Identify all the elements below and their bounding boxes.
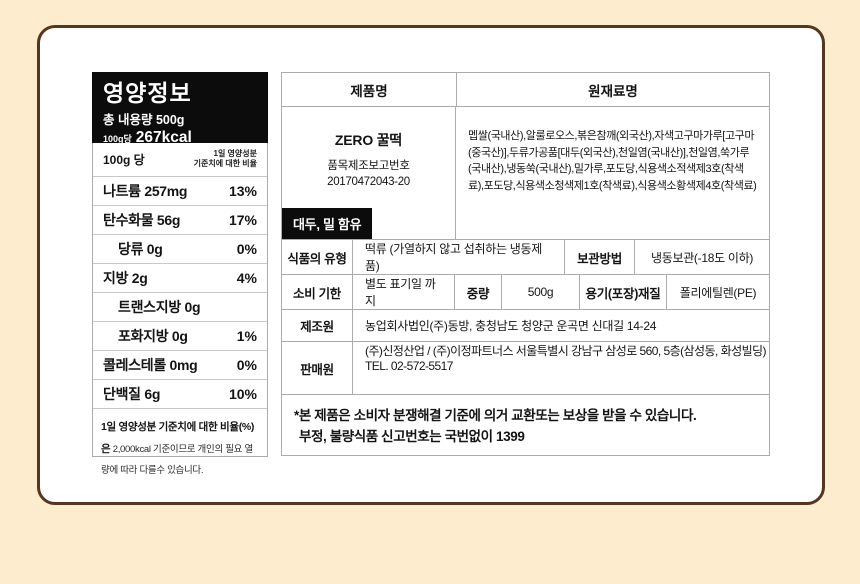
ingredients-cell: 멥쌀(국내산),알룰로오스,볶은참깨(외국산),자색고구마가루[고구마(중국산)…: [456, 107, 769, 239]
notice-line2: 부정, 불량식품 신고번호는 국번없이 1399: [299, 428, 525, 444]
product-name-cell: ZERO 꿀떡 품목제조보고번호 20170472043-20: [282, 107, 456, 239]
consumer-notice: *본 제품은 소비자 분쟁해결 기준에 의거 교환또는 보상을 받을 수 있습니…: [282, 394, 769, 455]
nutrition-per-unit: 100g당: [103, 134, 132, 145]
nutrient-name: 트랜스지방 0g: [118, 299, 201, 315]
nutrient-name: 당류 0g: [118, 241, 163, 257]
allergen-badge: 대두, 밀 함유: [282, 208, 373, 239]
nutrient-row-protein: 단백질 6g 10%: [93, 379, 267, 408]
nutrient-name: 콜레스테롤 0mg: [103, 357, 198, 373]
nutrient-percent: 0%: [236, 357, 257, 373]
seller-row: 판매원 (주)신정산업 / (주)이정파트너스 서울특별시 강남구 삼성로 56…: [282, 341, 769, 394]
package-label: 용기(포장)재질: [579, 275, 666, 309]
nutrient-row-cholesterol: 콜레스테롤 0mg 0%: [93, 350, 267, 379]
nutrient-percent: 17%: [228, 212, 257, 228]
nutrition-title: 영양정보: [103, 80, 192, 106]
seller-phone: TEL. 02-572-5517: [365, 359, 453, 373]
nutrient-name: 지방 2g: [103, 270, 148, 286]
daily-value-note: 1일 영양성분 기준치에 대한 비율: [194, 149, 257, 170]
label-card: 영양정보 총 내용량 500g 100g당 267kcal 100g 당 1일 …: [37, 25, 825, 505]
product-table-header: 제품명 원재료명: [282, 73, 769, 106]
nutrient-name: 포화지방 0g: [118, 328, 188, 344]
footnote-rest: 2,000kcal 기준이므로 개인의 필요 열량에 따라 다를수 있습니다.: [101, 443, 253, 477]
notice-line1: *본 제품은 소비자 분쟁해결 기준에 의거 교환또는 보상을 받을 수 있습니…: [294, 408, 697, 423]
nutrition-panel: 영양정보 총 내용량 500g 100g당 267kcal 100g 당 1일 …: [92, 72, 268, 476]
weight-value: 500g: [501, 275, 579, 309]
manufacturer-label: 제조원: [300, 320, 334, 334]
nutrient-row-fat: 지방 2g 4%: [93, 263, 267, 292]
product-main-row: ZERO 꿀떡 품목제조보고번호 20170472043-20 멥쌀(국내산),…: [282, 106, 769, 239]
nutrient-name: 나트륨 257mg: [103, 183, 188, 199]
nutrient-percent: 0%: [236, 241, 257, 257]
ingredients-header: 원재료명: [456, 73, 769, 106]
expiry-weight-row: 소비 기한 별도 표기일 까지 중량 500g 용기(포장)재질 폴리에틸렌(P…: [282, 274, 769, 309]
expiry-value: 별도 표기일 까지: [352, 275, 454, 309]
manufacturer-value: 농업회사법인(주)동방, 충청남도 청양군 운곡면 신대길 14-24: [352, 310, 769, 341]
ingredients-text: 멥쌀(국내산),알룰로오스,볶은참깨(외국산),자색고구마가루[고구마(중국산)…: [468, 130, 757, 192]
product-name: ZERO 꿀떡: [334, 131, 403, 148]
nutrient-row-sugars: 당류 0g 0%: [93, 234, 267, 263]
serving-size-label: 100g 당: [103, 152, 145, 167]
nutrition-serving-row: 100g 당 1일 영양성분 기준치에 대한 비율: [93, 142, 267, 176]
nutrition-header: 영양정보 총 내용량 500g 100g당 267kcal: [92, 72, 268, 146]
food-type-label: 식품의 유형: [287, 251, 347, 266]
weight-label: 중량: [454, 275, 501, 309]
seller-value-cell: (주)신정산업 / (주)이정파트너스 서울특별시 강남구 삼성로 560, 5…: [352, 342, 774, 394]
food-type-row: 식품의 유형 떡류 (가열하지 않고 섭취하는 냉동제품) 보관방법 냉동보관(…: [282, 239, 769, 274]
nutrient-percent: 13%: [228, 183, 257, 199]
nutrient-percent: 10%: [228, 386, 257, 402]
nutrient-row-sodium: 나트륨 257mg 13%: [93, 176, 267, 205]
storage-label: 보관방법: [564, 240, 634, 274]
nutrition-total-amount: 총 내용량 500g: [103, 113, 185, 128]
nutrition-footnote: 1일 영양성분 기준치에 대한 비율(%)은 2,000kcal 기준이므로 개…: [93, 408, 267, 486]
food-type-value: 떡류 (가열하지 않고 섭취하는 냉동제품): [352, 240, 564, 274]
manufacturer-row: 제조원 농업회사법인(주)동방, 충청남도 청양군 운곡면 신대길 14-24: [282, 309, 769, 341]
nutrition-kcal-row: 100g당 267kcal: [103, 129, 257, 147]
nutrient-percent: 1%: [236, 328, 257, 344]
nutrient-row-satfat: 포화지방 0g 1%: [93, 321, 267, 350]
seller-address: (주)신정산업 / (주)이정파트너스 서울특별시 강남구 삼성로 560, 5…: [365, 344, 767, 358]
package-value: 폴리에틸렌(PE): [666, 275, 769, 309]
nutrient-row-transfat: 트랜스지방 0g: [93, 292, 267, 321]
daily-value-note-line1: 1일 영양성분: [213, 148, 257, 158]
expiry-label: 소비 기한: [293, 286, 341, 301]
nutrient-percent: 4%: [236, 270, 257, 286]
storage-value: 냉동보관(-18도 이하): [634, 240, 769, 274]
report-number-label: 품목제조보고번호: [327, 159, 410, 172]
nutrient-row-carbs: 탄수화물 56g 17%: [93, 205, 267, 234]
seller-label: 판매원: [300, 362, 334, 377]
nutrient-name: 탄수화물 56g: [103, 212, 181, 228]
product-info-panel: 제품명 원재료명 ZERO 꿀떡 품목제조보고번호 20170472043-20…: [281, 72, 770, 456]
daily-value-note-line2: 기준치에 대한 비율: [193, 159, 257, 168]
nutrition-kcal-value: 267kcal: [135, 129, 192, 147]
report-number: 20170472043-20: [327, 176, 410, 188]
footnote-bold: 1일 영양성분 기준치에 대한 비율(%)은: [101, 421, 255, 455]
product-name-header: 제품명: [350, 83, 388, 99]
nutrient-name: 단백질 6g: [103, 386, 161, 402]
